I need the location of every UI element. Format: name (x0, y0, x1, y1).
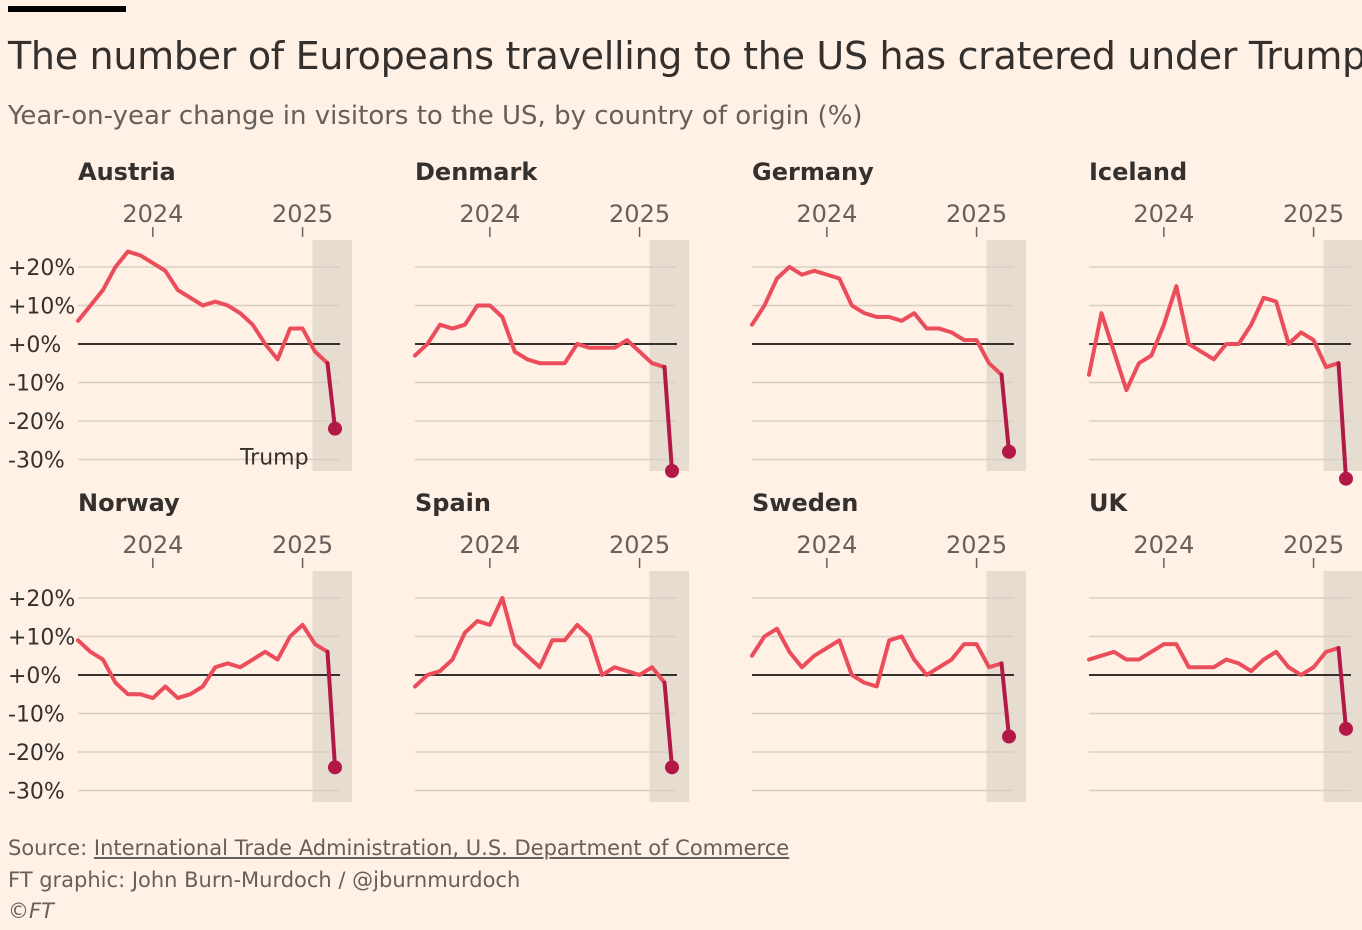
ft-top-bar (8, 6, 126, 12)
final-point (665, 760, 680, 775)
panel-title: Norway (78, 489, 180, 517)
x-tick-label: 2024 (796, 200, 857, 228)
x-tick-label: 2024 (796, 531, 857, 559)
final-point (1002, 729, 1017, 744)
trump-period-shade (986, 571, 1026, 802)
x-tick-label: 2025 (272, 200, 333, 228)
y-tick-label: +0% (8, 333, 61, 358)
panel-title: Spain (415, 489, 491, 517)
final-drop-line (325, 649, 338, 770)
source-line: Source: International Trade Administrati… (8, 836, 789, 860)
x-tick-label: 2024 (1133, 200, 1194, 228)
series-line (750, 626, 1004, 689)
x-tick-label: 2024 (459, 531, 520, 559)
panel-title: Germany (752, 158, 874, 186)
panel-norway: Norway 2024 2025 +20% +10% +0% -10% -20% -30% (8, 489, 352, 804)
series-line (76, 622, 330, 701)
panel-sweden: Sweden 2024 2025 (750, 489, 1026, 802)
y-tick-label: +10% (8, 625, 75, 650)
final-point (328, 421, 343, 436)
final-point (1339, 721, 1354, 736)
y-tick-label: +0% (8, 664, 61, 689)
x-tick-label: 2025 (609, 531, 670, 559)
series-line (413, 303, 667, 370)
x-tick-label: 2024 (122, 531, 183, 559)
y-tick-label: -10% (8, 702, 65, 727)
final-drop-line (662, 680, 675, 770)
trump-label: Trump (239, 445, 309, 470)
x-tick-label: 2024 (1133, 531, 1194, 559)
series-line (76, 249, 330, 366)
chart-title: The number of Europeans travelling to th… (8, 34, 1362, 78)
final-drop-line (662, 365, 675, 473)
y-tick-label: +20% (8, 256, 75, 281)
y-tick-label: -30% (8, 448, 65, 473)
chart-subtitle: Year-on-year change in visitors to the U… (8, 101, 863, 131)
final-point (1002, 444, 1017, 459)
final-drop-line (1336, 361, 1349, 481)
x-tick-label: 2025 (1283, 531, 1344, 559)
final-drop-line (1336, 646, 1349, 731)
x-tick-label: 2025 (946, 531, 1007, 559)
y-tick-label: -30% (8, 779, 65, 804)
x-tick-label: 2024 (122, 200, 183, 228)
panel-denmark: Denmark 2024 2025 (413, 158, 689, 478)
copyright-line: ©FT (8, 899, 54, 923)
x-tick-label: 2025 (1283, 200, 1344, 228)
x-tick-label: 2025 (272, 531, 333, 559)
y-tick-label: -20% (8, 741, 65, 766)
y-tick-label: +20% (8, 587, 75, 612)
panel-austria: Austria 2024 2025 +20% +10% +0% -10% -20% -30% Tr… (8, 158, 352, 473)
final-drop-line (999, 372, 1012, 454)
x-tick-label: 2025 (609, 200, 670, 228)
final-point (665, 464, 680, 478)
panel-title: Austria (78, 158, 176, 186)
final-point (328, 760, 343, 775)
credit-line: FT graphic: John Burn-Murdoch / @jburnmu… (8, 868, 521, 892)
panel-spain: Spain 2024 2025 (413, 489, 689, 802)
panel-title: Iceland (1089, 158, 1187, 186)
source-link[interactable]: International Trade Administration, U.S.… (93, 836, 790, 860)
y-tick-label: -20% (8, 410, 65, 435)
series-line (1087, 284, 1341, 393)
panel-iceland: Iceland 2024 2025 (1087, 158, 1362, 486)
series-line (1087, 642, 1341, 677)
panel-title: Denmark (415, 158, 538, 186)
x-tick-label: 2025 (946, 200, 1007, 228)
final-drop-line (999, 661, 1012, 739)
panel-title: UK (1089, 489, 1128, 517)
y-tick-label: +10% (8, 294, 75, 319)
x-tick-label: 2024 (459, 200, 520, 228)
final-drop-line (325, 361, 338, 431)
final-point (1339, 471, 1354, 486)
series-line (750, 264, 1004, 377)
panel-germany: Germany 2024 2025 (750, 158, 1026, 471)
panel-title: Sweden (752, 489, 858, 517)
y-tick-label: -10% (8, 371, 65, 396)
source-prefix: Source: (8, 836, 94, 860)
series-line (413, 595, 667, 689)
